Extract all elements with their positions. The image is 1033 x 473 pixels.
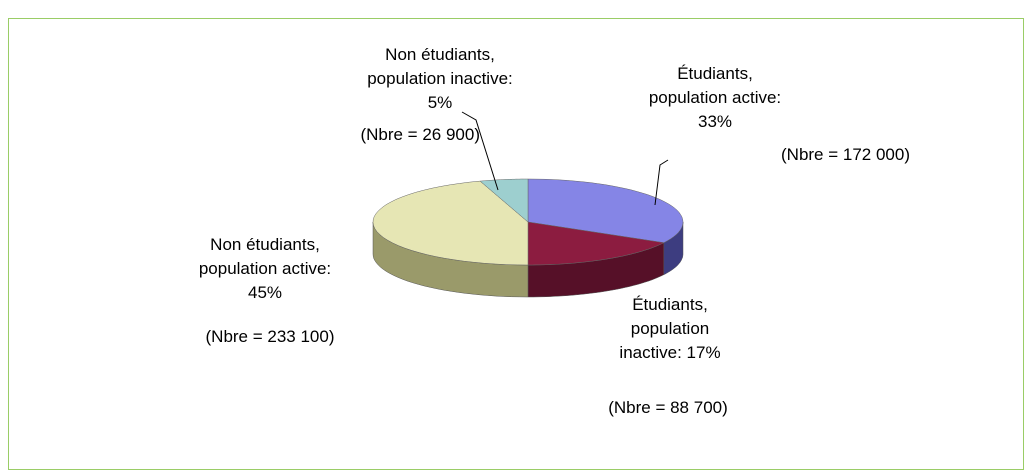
category-label: Non étudiants, population inactive: — [367, 45, 513, 88]
chart-frame — [8, 18, 1024, 470]
count-text: (Nbre = 233 100) — [205, 327, 335, 346]
count-text: (Nbre = 172 000) — [781, 145, 910, 164]
count-label: (Nbre = 233 100) — [170, 325, 370, 349]
leader-line — [654, 159, 669, 206]
category-label: Non étudiants, population active: — [198, 235, 332, 278]
data-label: Étudiants, population inactive: 17% — [570, 293, 770, 365]
pie-slice — [372, 180, 529, 266]
category-label: Étudiants, population inactive: — [619, 295, 710, 362]
value-label: 33% — [697, 112, 733, 131]
count-label: (Nbre = 172 000) — [600, 143, 910, 167]
value-label: 17% — [686, 343, 721, 362]
count-label: (Nbre = 26 900) — [300, 123, 480, 147]
pie-slice — [527, 221, 665, 266]
leader-line — [461, 111, 499, 191]
count-text: (Nbre = 26 900) — [360, 125, 480, 144]
pie — [372, 178, 684, 298]
data-label: Étudiants, population active: 33% — [620, 62, 810, 134]
count-label: (Nbre = 88 700) — [568, 396, 768, 420]
pie-slice — [527, 178, 684, 243]
data-label: Non étudiants, population inactive: 5% — [340, 43, 540, 115]
value-label: 5% — [427, 93, 453, 112]
value-label: 45% — [247, 283, 283, 302]
data-label: Non étudiants, population active: 45% — [170, 233, 360, 305]
count-text: (Nbre = 88 700) — [608, 398, 728, 417]
pie-slice — [479, 178, 529, 223]
category-label: Étudiants, population active: — [648, 64, 782, 107]
